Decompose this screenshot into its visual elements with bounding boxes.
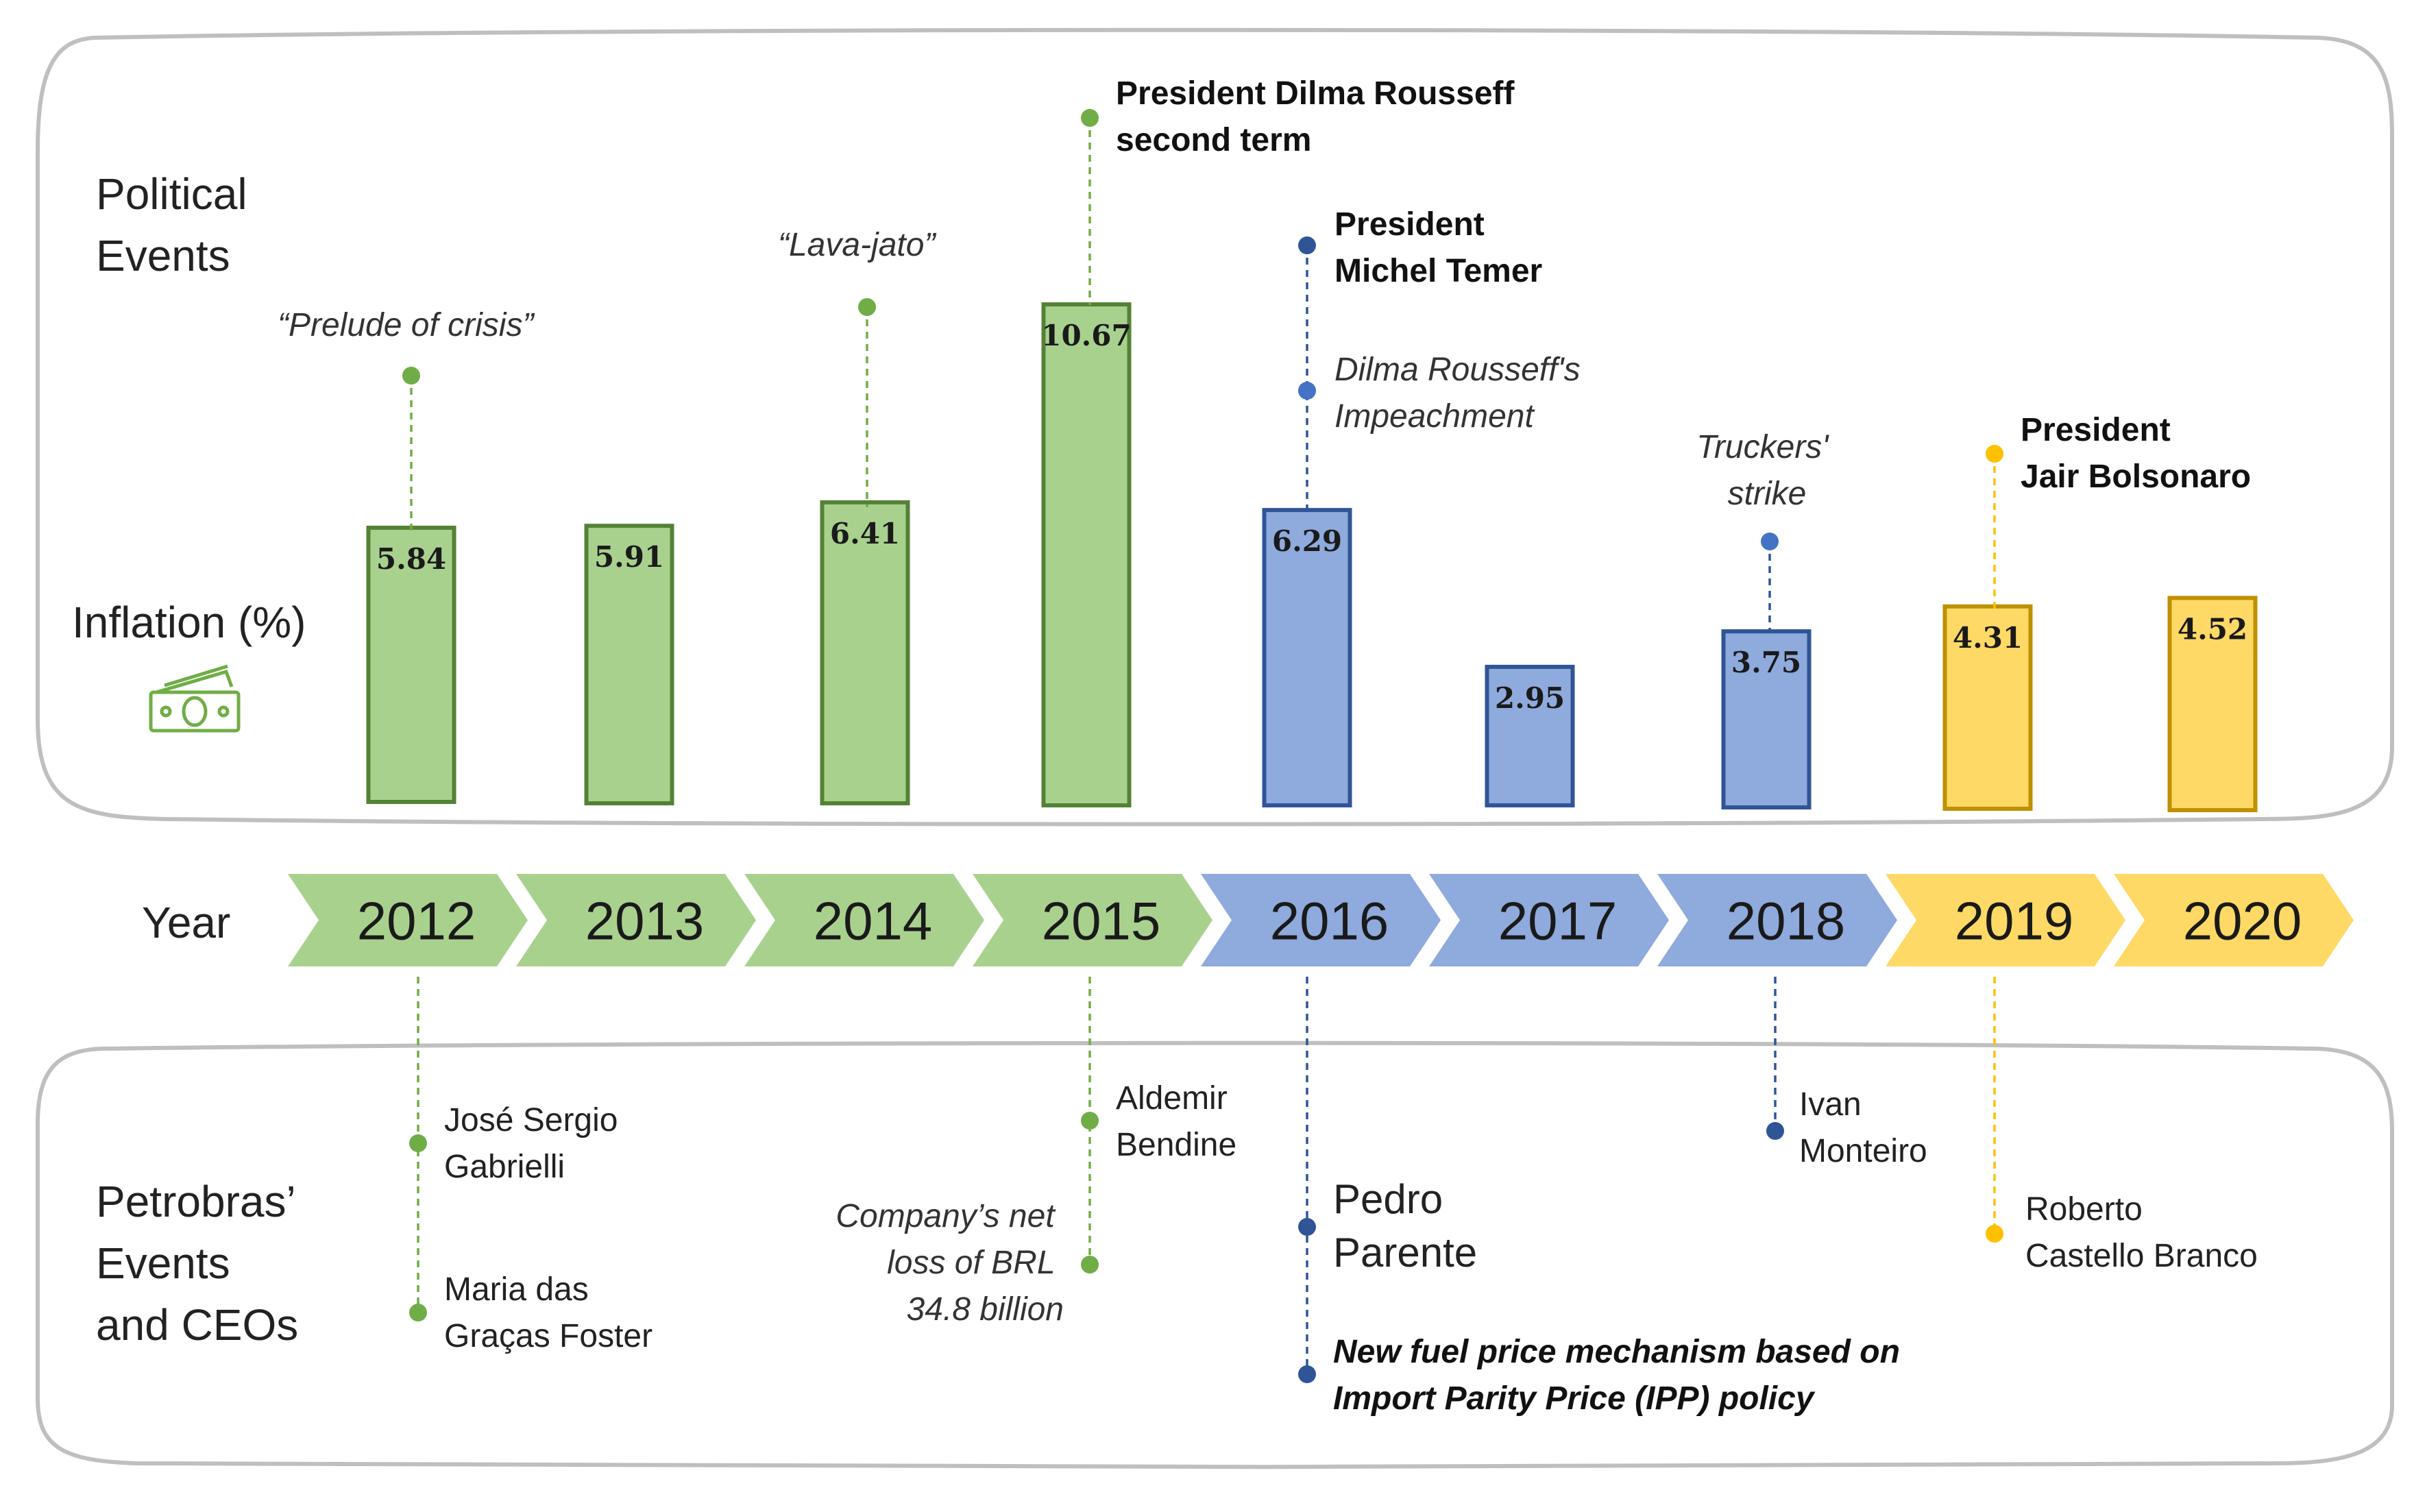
year-label-2013: 2013 [585, 891, 705, 951]
year-label-2019: 2019 [1955, 891, 2074, 951]
year-label-2020: 2020 [2183, 891, 2302, 951]
inflation-bars: 5.84 5.91 6.41 10.67 6.29 2.95 3.75 4.31 4.52 [366, 302, 2258, 812]
bar-value-label-2014: 6.41 [830, 517, 900, 550]
bar-value-label-2015: 10.67 [1041, 319, 1132, 352]
year-title: Year [142, 898, 230, 947]
petrobras-title: Petrobras’ Events and CEOs [96, 1177, 306, 1350]
event-lava-jato: “Lava-jato” [778, 227, 936, 263]
year-label-2018: 2018 [1727, 891, 1846, 951]
bar-value-label-2020: 4.52 [2178, 612, 2247, 646]
event-net-loss: Company’s net loss of BRL 34.8 billion [836, 1198, 1064, 1328]
year-chevron-2020 [2114, 874, 2354, 966]
bar-2020 [2167, 596, 2258, 812]
event-truckers-strike: Truckers' strike [1696, 429, 1838, 512]
ceo-parente: Pedro Parente [1333, 1176, 1477, 1276]
event-dot [1298, 1218, 1316, 1236]
ceo-castello-branco: Roberto Castello Branco [2025, 1191, 2258, 1274]
ceo-gabrielli: José Sergio Gabrielli [444, 1102, 627, 1185]
political-connectors [410, 118, 1996, 631]
event-dot [1081, 109, 1099, 127]
bar-2016 [1262, 508, 1352, 807]
bar-value-label-2016: 6.29 [1272, 524, 1342, 558]
year-label-2014: 2014 [814, 891, 933, 951]
year-chevron-2018 [1657, 874, 1897, 966]
bar-value-label-2019: 4.31 [1953, 621, 2023, 655]
political-dots [402, 109, 2003, 550]
event-dot [409, 1304, 427, 1321]
event-prelude-of-crisis: “Prelude of crisis” [278, 307, 535, 343]
bar-value-label-2017: 2.95 [1495, 681, 1565, 715]
event-ipp-policy: New fuel price mechanism based on Import… [1333, 1334, 1909, 1417]
year-chevron-2012 [288, 874, 528, 966]
year-chevron-2019 [1886, 874, 2125, 966]
bar-value-label-2018: 3.75 [1731, 646, 1801, 679]
event-dilma-impeachment: Dilma Rousseff's Impeachment [1334, 352, 1589, 435]
year-chevron-2016 [1201, 874, 1441, 966]
year-label-2012: 2012 [357, 891, 476, 951]
event-dot [1081, 1256, 1099, 1273]
event-dot [1298, 1365, 1316, 1383]
event-dot [1986, 1225, 2003, 1243]
event-dilma-second-term: President Dilma Rousseff second term [1116, 75, 1524, 158]
event-dot [858, 298, 876, 316]
petrobras-panel [36, 1040, 2394, 1470]
petrobras-dots [409, 1112, 2003, 1383]
bar-value-label-2013: 5.91 [594, 540, 664, 574]
event-dot [1081, 1112, 1099, 1130]
bar-2018 [1721, 629, 1812, 809]
year-chevron-2017 [1429, 874, 1669, 966]
event-dot [1298, 236, 1316, 254]
event-dot [1986, 445, 2003, 463]
event-dot [409, 1134, 427, 1152]
year-chevrons: 2012 2013 2014 2015 2016 2017 2018 2019 2020 [288, 874, 2354, 966]
bar-2017 [1485, 664, 1575, 807]
political-title: Political Events [96, 169, 259, 280]
ceo-monteiro: Ivan Monteiro [1799, 1086, 1927, 1169]
year-label-2017: 2017 [1498, 891, 1618, 951]
year-chevron-2014 [744, 874, 984, 966]
ceo-foster: Maria das Graças Foster [444, 1271, 653, 1354]
bar-2014 [820, 500, 910, 805]
event-michel-temer: President Michel Temer [1334, 206, 1542, 289]
event-dot [402, 367, 420, 385]
bar-value-label-2012: 5.84 [376, 542, 446, 576]
event-jair-bolsonaro: President Jair Bolsonaro [2021, 412, 2251, 495]
bar-2019 [1942, 604, 2033, 811]
bar-2015 [1041, 302, 1132, 808]
inflation-title: Inflation (%) [72, 598, 306, 647]
event-dot [1766, 1122, 1784, 1140]
year-label-2016: 2016 [1270, 891, 1389, 951]
political-panel [36, 27, 2394, 827]
money-icon [149, 664, 241, 733]
year-chevron-2013 [516, 874, 756, 966]
bar-2013 [584, 524, 674, 805]
ceo-bendine: Aldemir Bendine [1116, 1080, 1236, 1163]
year-chevron-2015 [973, 874, 1212, 966]
bar-2012 [366, 525, 456, 805]
year-label-2015: 2015 [1042, 891, 1161, 951]
petrobras-connectors [417, 977, 1996, 1374]
event-dot [1298, 382, 1316, 400]
event-dot [1761, 533, 1779, 550]
